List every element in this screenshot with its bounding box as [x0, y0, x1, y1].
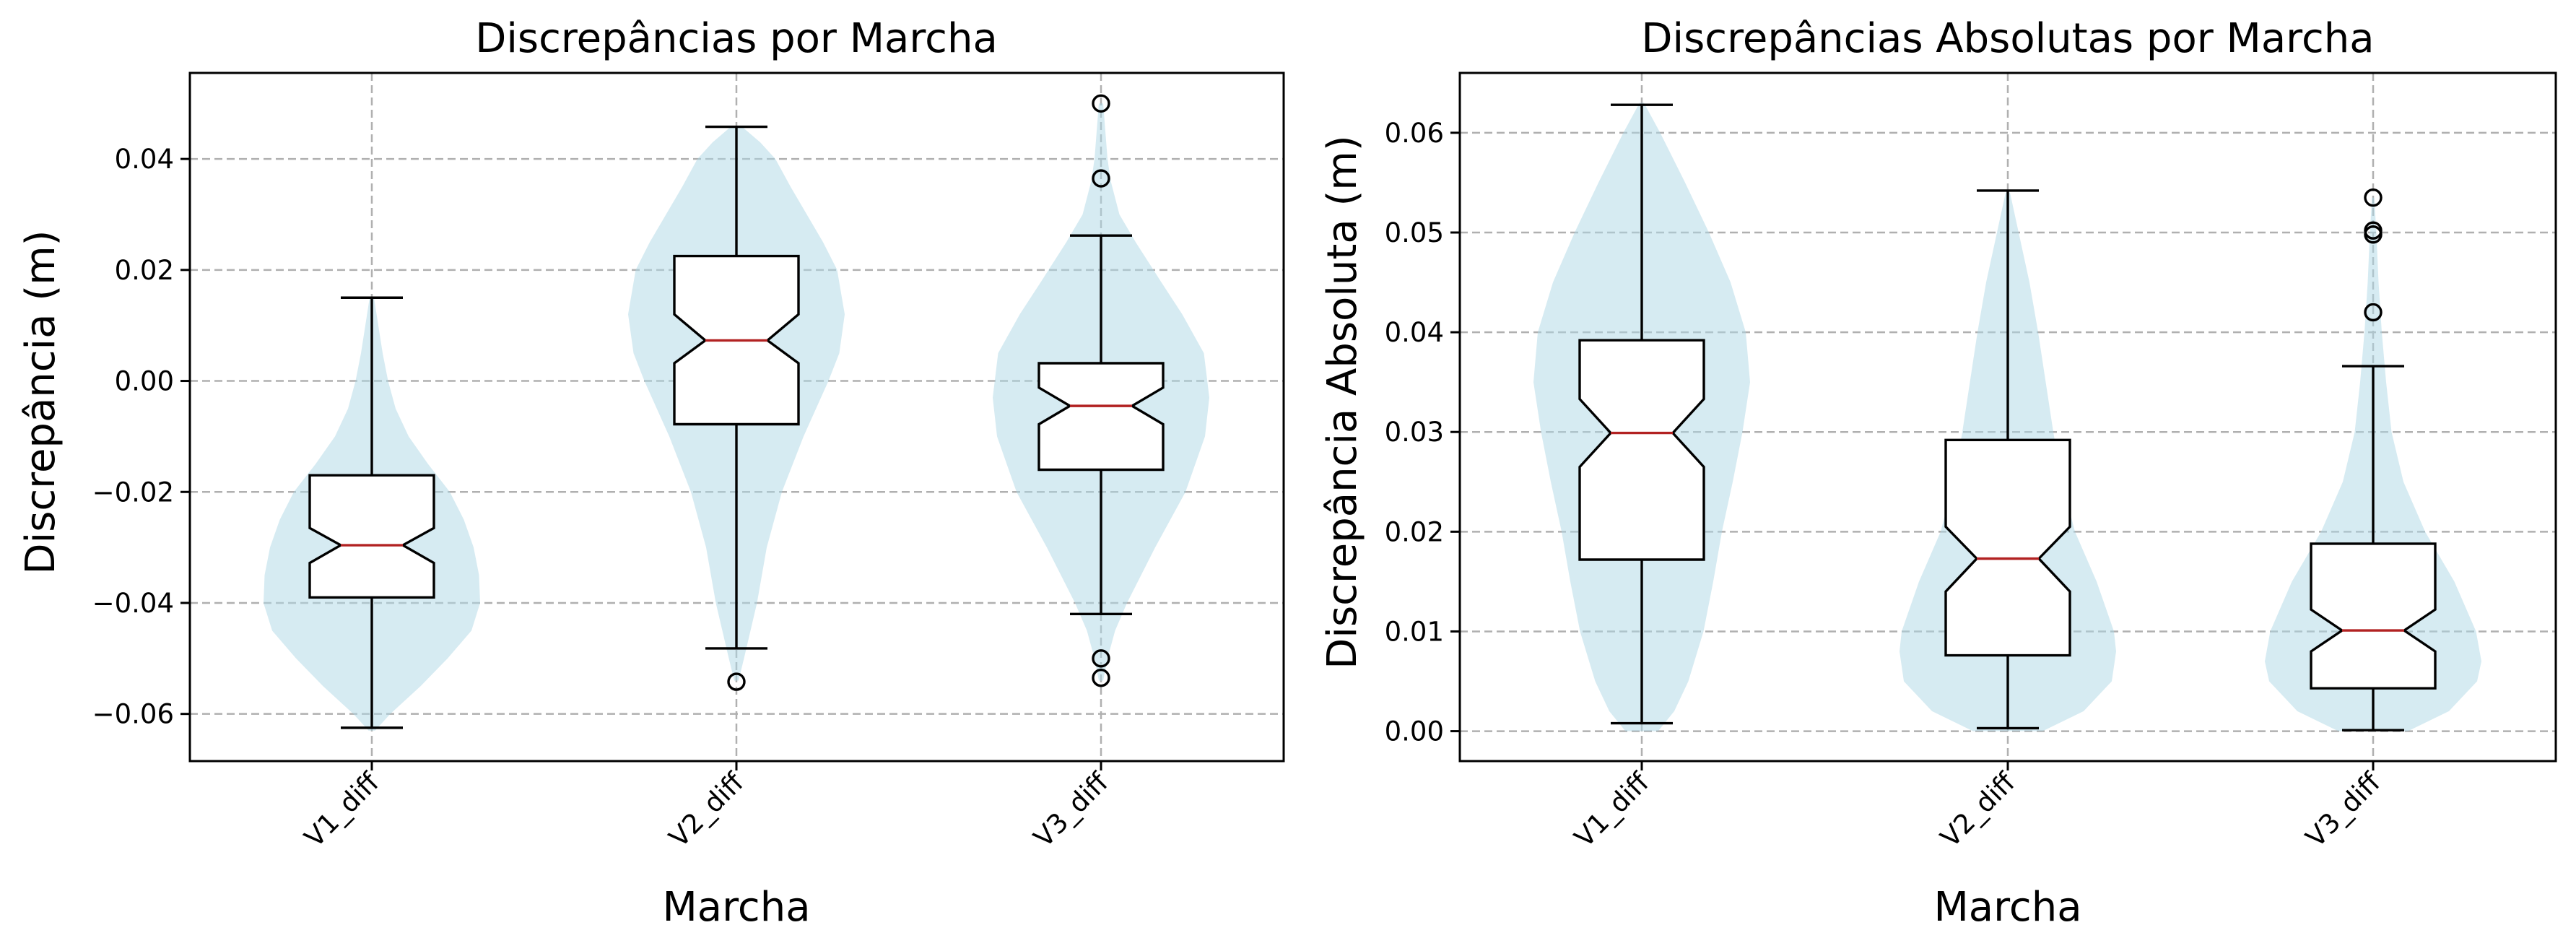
x-axis-label: Marcha: [1933, 884, 2081, 931]
y-tick-label: 0.04: [1385, 317, 1444, 348]
outlier-point: [1092, 649, 1110, 668]
x-tick-label: V1_diff: [298, 766, 386, 854]
boxplot-V2_diff: [673, 125, 800, 691]
y-tick-label: 0.06: [1385, 118, 1444, 149]
box: [308, 474, 435, 599]
chart-discrepancias: Discrepâncias por Marcha Marcha Discrepâ…: [17, 15, 1285, 931]
x-tick-label: V1_diff: [1568, 766, 1655, 854]
y-tick-label: 0.04: [115, 144, 174, 175]
outlier-point: [2364, 225, 2383, 244]
y-tick-label: 0.03: [1385, 417, 1444, 448]
plot-area: [190, 73, 1284, 761]
y-tick-label: −0.04: [92, 588, 174, 619]
outlier-point: [2364, 303, 2383, 322]
x-tick-label: V2_diff: [663, 766, 750, 854]
box: [1037, 362, 1165, 472]
y-tick-label: 0.00: [115, 366, 174, 397]
y-axis-label: Discrepância Absoluta (m): [1319, 135, 1366, 669]
boxplot-V1_diff: [1578, 103, 1705, 725]
box: [2310, 542, 2437, 690]
box: [1578, 339, 1705, 561]
x-tick-label: V3_diff: [2299, 766, 2387, 854]
x-tick-label: V2_diff: [1934, 766, 2022, 854]
y-tick-label: −0.02: [92, 477, 174, 508]
y-axis-label: Discrepância (m): [17, 230, 64, 575]
x-axis-label: Marcha: [662, 884, 810, 931]
box: [1944, 438, 2071, 657]
boxplot-V1_diff: [308, 296, 435, 729]
boxplot-V2_diff: [1944, 189, 2071, 730]
outlier-point: [2364, 188, 2383, 207]
plot-area: [1460, 73, 2556, 761]
outlier-point: [1092, 669, 1110, 687]
boxplot-V3_diff: [1037, 94, 1165, 687]
y-tick-label: 0.00: [1385, 716, 1444, 747]
x-tick-label: V3_diff: [1027, 766, 1115, 854]
outlier-point: [1092, 169, 1110, 188]
chart-title: Discrepâncias Absolutas por Marcha: [1641, 15, 2374, 62]
chart-title: Discrepâncias por Marcha: [475, 15, 998, 62]
y-tick-label: 0.02: [115, 255, 174, 286]
chart-discrepancias-absolutas: Discrepâncias Absolutas por Marcha March…: [1319, 15, 2557, 931]
outlier-point: [1092, 94, 1110, 113]
boxplot-V3_diff: [2310, 188, 2437, 731]
y-tick-label: 0.02: [1385, 516, 1444, 547]
y-tick-label: 0.01: [1385, 616, 1444, 647]
y-tick-label: 0.05: [1385, 217, 1444, 248]
outlier-point: [727, 672, 746, 691]
y-tick-label: −0.06: [92, 699, 174, 730]
